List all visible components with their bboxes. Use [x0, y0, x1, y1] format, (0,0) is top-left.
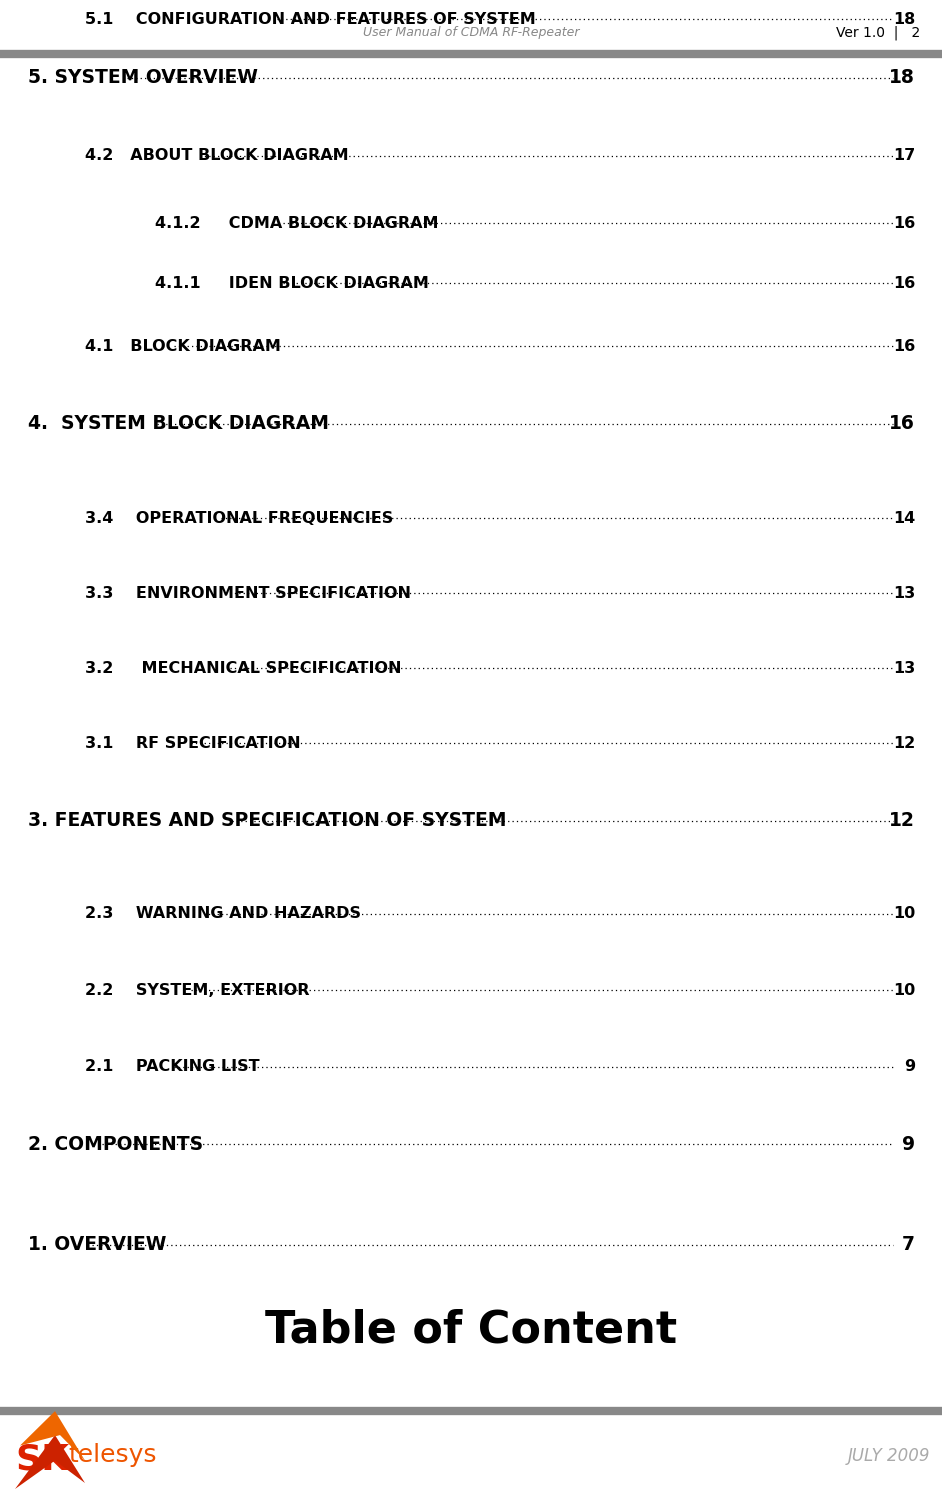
- Text: 18: 18: [889, 69, 915, 87]
- Text: 3.4    OPERATIONAL FREQUENCIES: 3.4 OPERATIONAL FREQUENCIES: [85, 511, 393, 526]
- Text: JULY 2009: JULY 2009: [848, 1447, 930, 1465]
- Text: 9: 9: [904, 1059, 915, 1074]
- Text: 4.2   ABOUT BLOCK DIAGRAM: 4.2 ABOUT BLOCK DIAGRAM: [85, 148, 349, 163]
- Text: 9: 9: [901, 1135, 915, 1153]
- Text: 4.1   BLOCK DIAGRAM: 4.1 BLOCK DIAGRAM: [85, 339, 281, 354]
- Text: User Manual of CDMA RF-Repeater: User Manual of CDMA RF-Repeater: [363, 27, 579, 39]
- Text: 5.1    CONFIGURATION AND FEATURES OF SYSTEM: 5.1 CONFIGURATION AND FEATURES OF SYSTEM: [85, 12, 536, 27]
- Text: 5. SYSTEM OVERVIEW: 5. SYSTEM OVERVIEW: [28, 69, 258, 87]
- Text: 18: 18: [893, 12, 915, 27]
- Polygon shape: [20, 1411, 85, 1461]
- Text: 4.1.1     IDEN BLOCK DIAGRAM: 4.1.1 IDEN BLOCK DIAGRAM: [155, 276, 430, 291]
- Text: 1. OVERVIEW: 1. OVERVIEW: [28, 1236, 167, 1254]
- Text: 3.1    RF SPECIFICATION: 3.1 RF SPECIFICATION: [85, 736, 300, 750]
- Text: Table of Content: Table of Content: [265, 1309, 677, 1351]
- Polygon shape: [15, 1435, 85, 1489]
- Text: 17: 17: [893, 148, 915, 163]
- Text: 16: 16: [893, 276, 915, 291]
- Text: 10: 10: [893, 906, 915, 921]
- Text: 3.3    ENVIRONMENT SPECIFICATION: 3.3 ENVIRONMENT SPECIFICATION: [85, 586, 411, 601]
- Text: 7: 7: [902, 1236, 915, 1254]
- Text: 10: 10: [893, 983, 915, 998]
- Text: 2.3    WARNING AND HAZARDS: 2.3 WARNING AND HAZARDS: [85, 906, 361, 921]
- Text: 16: 16: [889, 415, 915, 433]
- Text: SK: SK: [15, 1443, 69, 1477]
- Text: 13: 13: [893, 586, 915, 601]
- Text: 16: 16: [893, 216, 915, 231]
- Text: 3. FEATURES AND SPECIFICATION OF SYSTEM: 3. FEATURES AND SPECIFICATION OF SYSTEM: [28, 812, 507, 830]
- Text: 4.  SYSTEM BLOCK DIAGRAM: 4. SYSTEM BLOCK DIAGRAM: [28, 415, 330, 433]
- Text: 14: 14: [893, 511, 915, 526]
- Text: Ver 1.0  |   2: Ver 1.0 | 2: [836, 25, 920, 40]
- Text: 2. COMPONENTS: 2. COMPONENTS: [28, 1135, 203, 1153]
- Text: 12: 12: [889, 812, 915, 830]
- Text: 16: 16: [893, 339, 915, 354]
- Text: 3.2     MECHANICAL SPECIFICATION: 3.2 MECHANICAL SPECIFICATION: [85, 661, 401, 676]
- Text: 4.1.2     CDMA BLOCK DIAGRAM: 4.1.2 CDMA BLOCK DIAGRAM: [155, 216, 439, 231]
- Text: 12: 12: [893, 736, 915, 750]
- Text: 13: 13: [893, 661, 915, 676]
- Text: telesys: telesys: [68, 1443, 156, 1467]
- Text: 2.1    PACKING LIST: 2.1 PACKING LIST: [85, 1059, 259, 1074]
- Text: 2.2    SYSTEM, EXTERIOR: 2.2 SYSTEM, EXTERIOR: [85, 983, 309, 998]
